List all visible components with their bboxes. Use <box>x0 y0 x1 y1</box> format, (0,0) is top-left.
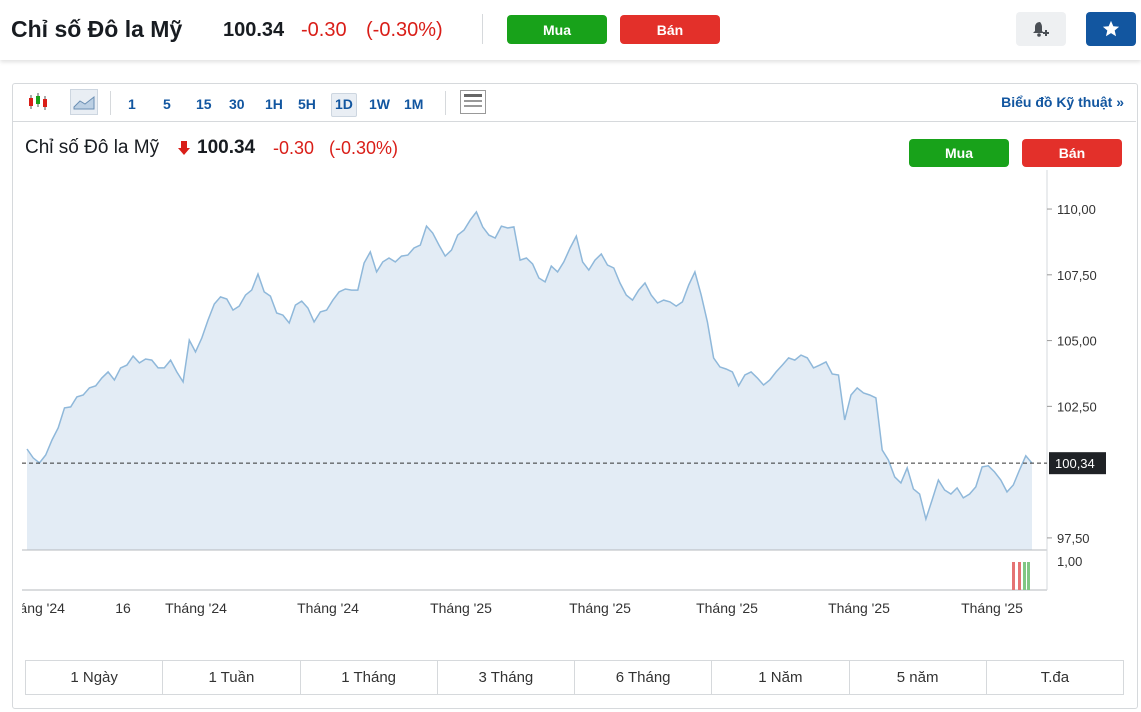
period-button[interactable]: 1 Năm <box>711 661 848 694</box>
top-bar: Chỉ số Đô la Mỹ 100.34 -0.30 (-0.30%) Mu… <box>0 0 1141 60</box>
last-price-label: 100,34 <box>1055 456 1095 471</box>
candle-icon[interactable] <box>27 92 49 112</box>
bell-icon <box>1033 22 1049 37</box>
interval-button[interactable]: 5H <box>298 96 316 112</box>
chart-title: Chỉ số Đô la Mỹ <box>25 137 160 158</box>
period-button[interactable]: 3 Tháng <box>436 661 574 694</box>
y-tick-label: 97,50 <box>1057 531 1090 546</box>
separator <box>445 91 446 115</box>
star-icon <box>1102 20 1120 37</box>
x-tick-label: Tháng '25 <box>696 600 758 616</box>
toolbar: Biểu đồ Kỹ thuật » 1 5 15 30 1H 5H 1D 1W 1M <box>13 84 1136 122</box>
chart-change: -0.30 <box>273 138 315 158</box>
separator <box>482 14 483 44</box>
chart-container <box>12 83 1138 709</box>
interval-button[interactable]: 1W <box>369 96 390 112</box>
change-pct: (-0.30%) <box>366 19 443 41</box>
x-tick-label: 16 <box>115 600 131 616</box>
chart-price: 100.34 <box>197 137 256 158</box>
y-tick-label: 110,00 <box>1057 202 1096 217</box>
watchlist-button[interactable] <box>1086 12 1136 46</box>
layout-icon[interactable] <box>460 90 486 114</box>
volume-bar <box>1027 562 1030 590</box>
y-tick-label: 107,50 <box>1057 268 1097 283</box>
change: -0.30 <box>301 19 347 41</box>
title: Chỉ số Đô la Mỹ <box>11 16 183 42</box>
price-chart: Investing.com97,50102,50105,00107,50110,… <box>22 170 1106 616</box>
interval-button[interactable]: 15 <box>196 96 212 112</box>
alert-button[interactable] <box>1016 12 1066 46</box>
period-selector: 1 Ngày 1 Tuần 1 Tháng 3 Tháng 6 Tháng 1 Năm 5 … <box>25 660 1124 695</box>
chart-change-pct: (-0.30%) <box>329 138 399 158</box>
volume-tick-label: 1,00 <box>1057 554 1082 569</box>
period-button[interactable]: 1 Tháng <box>299 661 437 694</box>
chart-buy-button[interactable]: Mua <box>909 139 1009 167</box>
period-button[interactable]: 5 năm <box>848 661 986 694</box>
technical-chart-link[interactable]: Biểu đồ Kỹ thuật » <box>1001 94 1124 110</box>
interval-button[interactable]: 1H <box>265 96 283 112</box>
volume-bar <box>1023 562 1026 590</box>
y-tick-label: 105,00 <box>1057 334 1097 349</box>
last-price-box <box>1049 452 1106 475</box>
x-tick-label: Tháng '25 <box>961 600 1023 616</box>
period-button[interactable]: 1 Ngày <box>70 669 118 686</box>
y-tick-label: 102,50 <box>1057 399 1097 414</box>
period-button[interactable]: T.đa <box>985 661 1123 694</box>
x-tick-label: Tháng '25 <box>430 600 492 616</box>
x-tick-label: Tháng '25 <box>569 600 631 616</box>
period-button[interactable]: 6 Tháng <box>574 661 711 694</box>
area-icon[interactable] <box>70 89 98 115</box>
volume-bar <box>1012 562 1015 590</box>
buy-button[interactable]: Mua <box>507 15 607 44</box>
down-arrow <box>178 141 190 155</box>
x-tick-label: Tháng '24 <box>165 600 227 616</box>
price-line <box>26 210 1033 522</box>
volume-bar <box>1018 562 1021 590</box>
x-tick-label: Tháng '25 <box>828 600 890 616</box>
x-tick-label: Tháng '24 <box>297 600 359 616</box>
price: 100.34 <box>223 19 285 41</box>
x-tick-label: Tháng '24 <box>22 600 65 616</box>
price-area <box>27 211 1032 550</box>
interval-button[interactable]: 1 <box>128 96 136 112</box>
period-button[interactable]: 1 Tuần <box>162 661 299 694</box>
sell-button[interactable]: Bán <box>620 15 720 44</box>
interval-button[interactable]: 5 <box>163 96 171 112</box>
interval-button[interactable]: 30 <box>229 96 245 112</box>
interval-button[interactable]: 1M <box>404 96 424 112</box>
chart-sell-button[interactable]: Bán <box>1022 139 1122 167</box>
interval-button[interactable]: 1D <box>331 93 357 117</box>
separator <box>110 91 111 115</box>
